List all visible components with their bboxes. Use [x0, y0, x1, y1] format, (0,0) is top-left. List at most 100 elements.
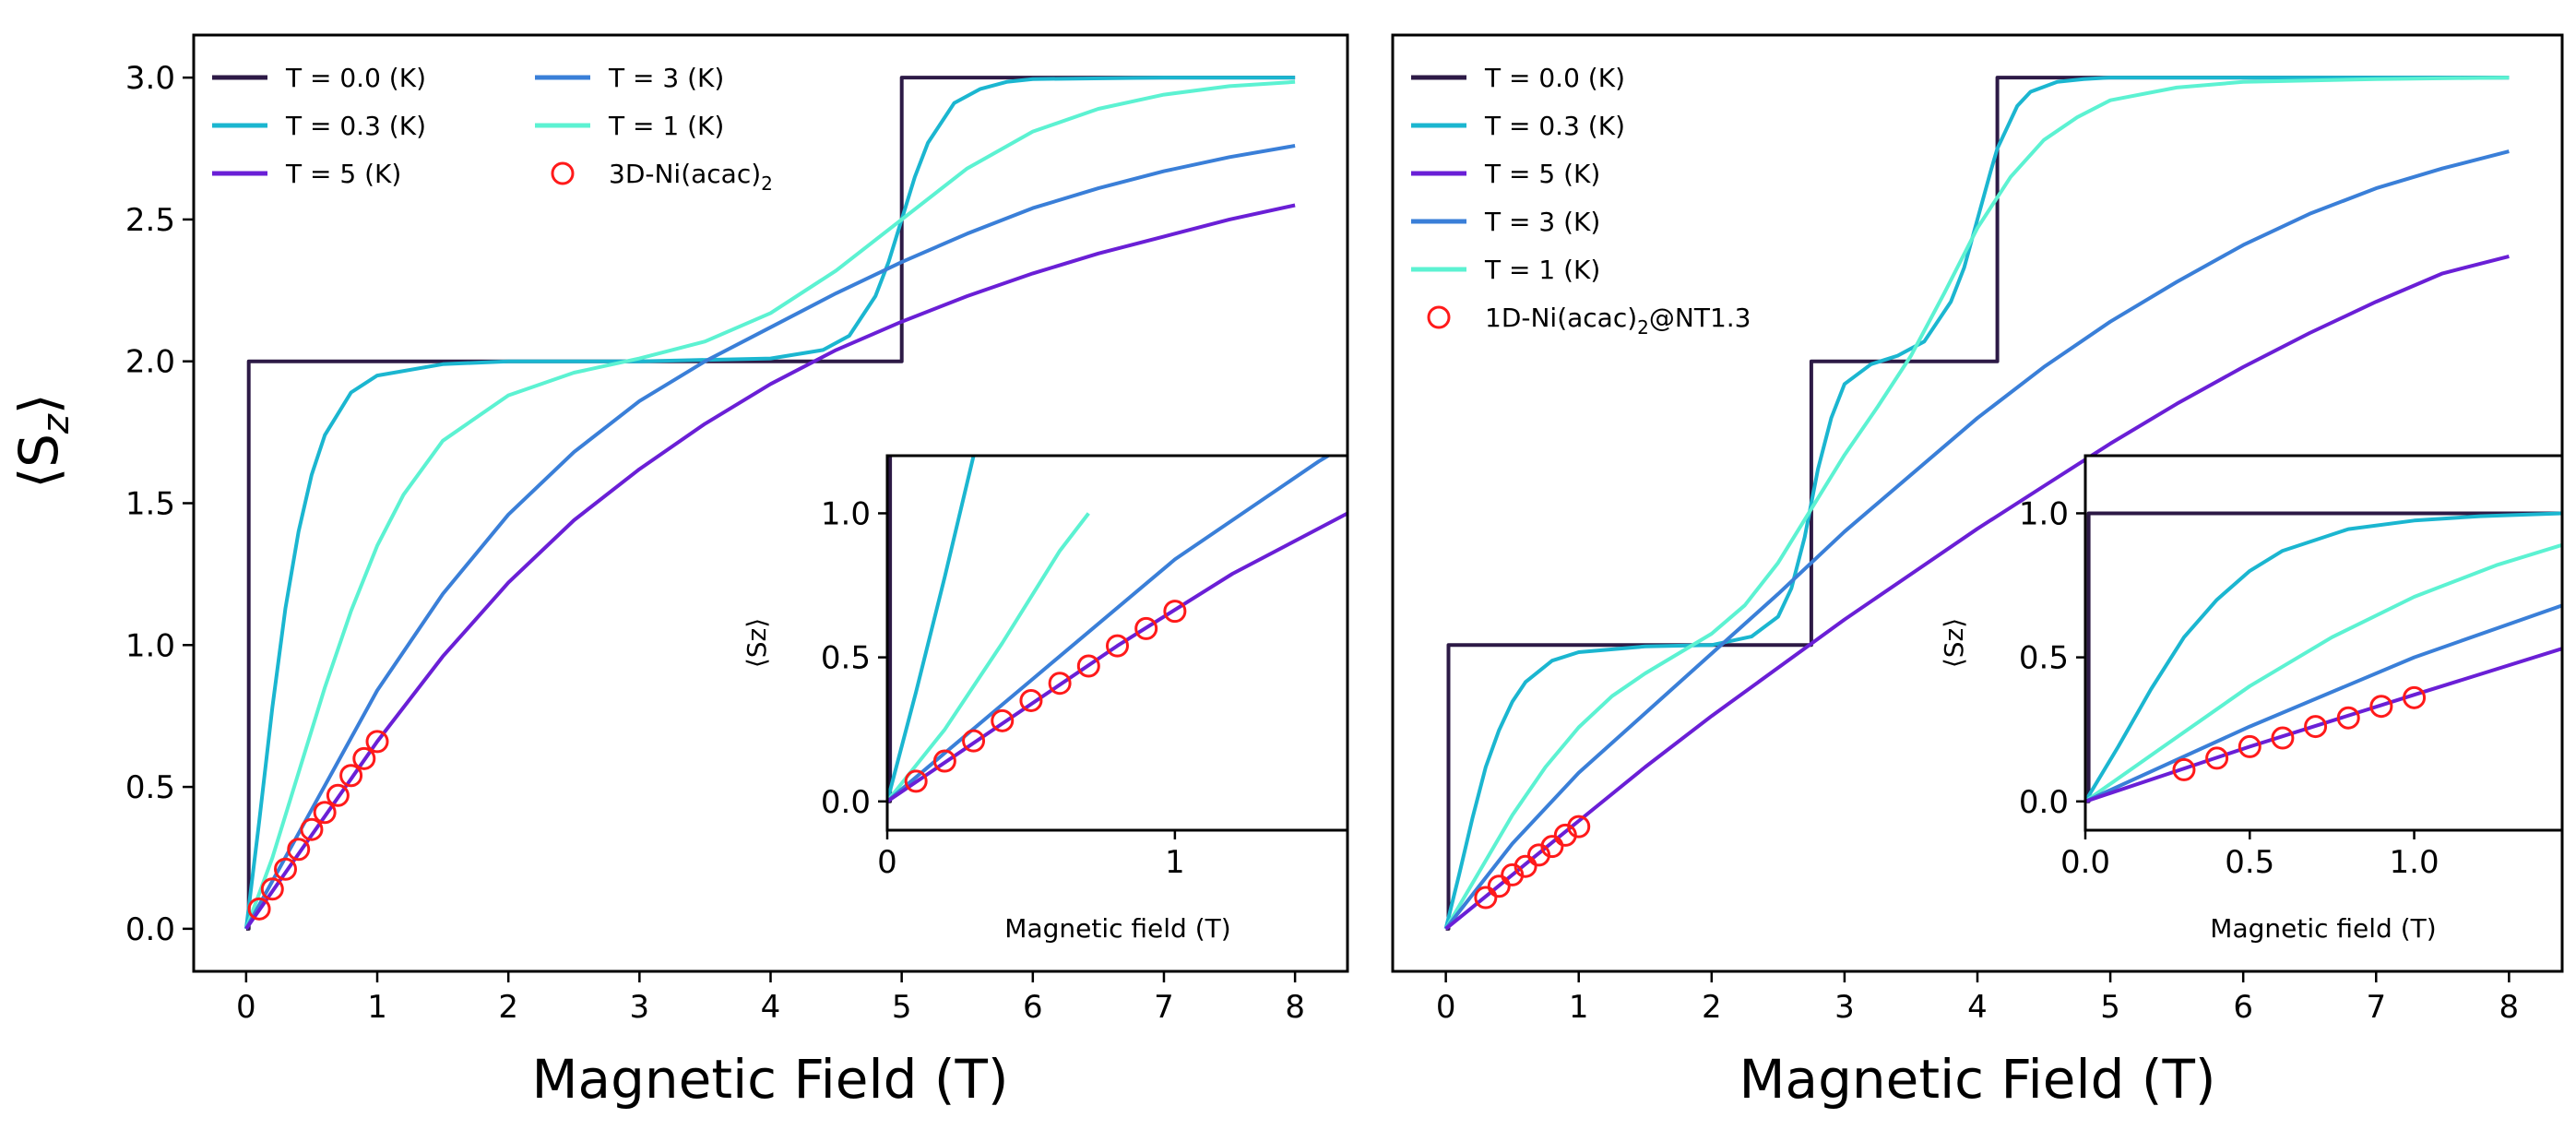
left-y-tick-label: 2.0: [125, 344, 175, 381]
right-legend-label: T = 5 (K): [1484, 159, 1600, 189]
left-data-marker: [260, 877, 284, 901]
right-chart-series: [1443, 76, 2510, 931]
right-x-tick-label: 8: [2499, 989, 2520, 1026]
left-inset-x-tick-label: 0: [877, 844, 897, 881]
right-inset-x-tick-label: 0.5: [2225, 844, 2274, 881]
right-inset-markers: [2172, 685, 2427, 781]
right-data-marker: [1474, 886, 1498, 910]
right-data-marker: [1514, 854, 1537, 878]
left-data-marker: [300, 817, 324, 841]
left-x-axis-title: Magnetic Field (T): [531, 1048, 1008, 1111]
right-inset-x-title: Magnetic field (T): [2210, 913, 2436, 944]
left-series-t-0-3-k: [243, 76, 1296, 930]
right-inset-data-marker: [2336, 706, 2360, 730]
left-inset-series-t-0-3-k: [887, 456, 976, 803]
left-legend-label: 3D-Ni(acac)2: [609, 159, 773, 195]
right-chart: 0 1 2 3 4 5 6 7 8 Magnetic Field (T) T = 0.0 (K)…: [1391, 33, 2564, 1111]
left-y-tick-label: 3.0: [125, 60, 175, 97]
left-legend-label: T = 0.3 (K): [285, 111, 426, 141]
left-y-tick-label: 0.5: [125, 769, 175, 806]
left-inset-series-t-3-k: [887, 456, 1333, 803]
right-inset-data-marker: [2172, 757, 2196, 781]
right-inset-y-tick-label: 0.5: [2019, 640, 2069, 677]
left-legend-label: T = 1 (K): [608, 111, 724, 141]
left-legend-label: T = 0.0 (K): [285, 63, 426, 93]
right-chart-ticks: 0 1 2 3 4 5 6 7 8: [1436, 971, 2519, 1026]
left-x-tick-label: 6: [1023, 989, 1043, 1026]
left-data-marker: [274, 857, 298, 881]
left-y-tick-label: 1.5: [125, 486, 175, 523]
right-series-t-1-k: [1443, 76, 2510, 930]
left-chart-series: [243, 76, 1296, 931]
left-data-marker: [326, 783, 350, 807]
left-data-marker: [365, 730, 389, 754]
left-data-marker: [352, 746, 376, 770]
left-y-tick-label: 1.0: [125, 627, 175, 664]
left-inset-data-marker: [904, 769, 928, 793]
left-inset: 0 1 0.0 0.5 1.0 Magnetic field (T) ⟨Sz⟩: [742, 454, 1349, 944]
right-x-tick-label: 2: [1702, 989, 1722, 1026]
right-x-tick-label: 3: [1834, 989, 1855, 1026]
left-x-tick-label: 0: [236, 989, 256, 1026]
left-inset-data-marker: [1076, 654, 1100, 678]
right-inset-frame: [2083, 454, 2564, 832]
right-inset-ticks: 0.0 0.5 1.0 0.0 0.5 1.0: [2019, 495, 2439, 881]
right-x-tick-label: 4: [1967, 989, 1988, 1026]
left-x-tick-label: 3: [630, 989, 650, 1026]
left-inset-ticks: 0 1 0.0 0.5 1.0: [821, 495, 1185, 881]
left-inset-x-tick-label: 1: [1165, 844, 1185, 881]
left-legend-label: T = 3 (K): [608, 63, 724, 93]
left-x-tick-label: 8: [1285, 989, 1305, 1026]
right-series-t-5-k: [1444, 254, 2510, 931]
y-axis-title: ⟨Sz⟩: [7, 393, 77, 488]
left-inset-data-marker: [932, 749, 956, 773]
left-inset-data-marker: [991, 708, 1015, 732]
right-inset-data-marker: [2403, 685, 2427, 709]
left-inset-frame: [885, 454, 1349, 832]
left-series-t-1-k: [244, 79, 1296, 930]
right-inset-series: [2085, 511, 2562, 803]
left-inset-background: [887, 456, 1347, 830]
right-inset: 0.0 0.5 1.0 0.0 0.5 1.0 Magnetic field (T) ⟨S…: [1939, 454, 2564, 944]
right-legend-label: T = 1 (K): [1484, 255, 1600, 285]
right-x-tick-label: 6: [2233, 989, 2253, 1026]
left-x-tick-label: 2: [498, 989, 518, 1026]
right-inset-x-tick-label: 0.0: [2060, 844, 2110, 881]
left-inset-y-tick-label: 1.0: [821, 495, 871, 532]
left-inset-data-marker: [1163, 600, 1187, 624]
right-legend: T = 0.0 (K) T = 0.3 (K) T = 5 (K) T = 3 (K)…: [1411, 63, 1751, 339]
right-data-marker: [1567, 815, 1591, 839]
right-inset-y-tick-label: 0.0: [2019, 784, 2069, 821]
right-inset-y-tick-label: 1.0: [2019, 495, 2069, 532]
right-series-t-3-k: [1444, 149, 2510, 931]
right-x-tick-label: 5: [2100, 989, 2120, 1026]
left-inset-y-tick-label: 0.5: [821, 640, 871, 677]
left-inset-y-title: ⟨Sz⟩: [742, 618, 772, 668]
left-inset-data-marker: [1134, 616, 1158, 640]
left-inset-data-marker: [1048, 672, 1072, 696]
left-legend-marker: [551, 161, 575, 185]
left-inset-x-title: Magnetic field (T): [1004, 913, 1230, 944]
right-legend-marker: [1427, 305, 1451, 329]
left-legend-label: T = 5 (K): [285, 159, 401, 189]
right-x-axis-title: Magnetic Field (T): [1739, 1048, 2215, 1111]
right-inset-x-tick-label: 1.0: [2390, 844, 2439, 881]
right-x-tick-label: 1: [1569, 989, 1589, 1026]
left-inset-series-t-1-k: [887, 512, 1090, 803]
left-legend: T = 0.0 (K) T = 0.3 (K) T = 5 (K) T = 3 (K)…: [212, 63, 773, 195]
right-inset-data-marker: [2271, 726, 2295, 750]
left-chart-ticks: 0 1 2 3 4 5 6 7 8 0.0 0.5 1.0 1.5 2.0 2.5 3.0: [125, 60, 1305, 1026]
left-inset-y-tick-label: 0.0: [821, 784, 871, 821]
left-y-tick-label: 2.5: [125, 202, 175, 239]
right-legend-label: T = 0.0 (K): [1484, 63, 1625, 93]
right-series-t-0-3-k: [1443, 76, 2510, 930]
left-x-tick-label: 5: [892, 989, 912, 1026]
left-inset-series-t-5-k: [887, 511, 1347, 803]
left-inset-markers: [904, 600, 1187, 793]
right-chart-markers: [1474, 815, 1591, 910]
left-data-marker: [287, 838, 311, 862]
left-chart-markers: [247, 730, 389, 921]
left-x-tick-label: 1: [367, 989, 387, 1026]
right-inset-data-marker: [2205, 746, 2229, 770]
